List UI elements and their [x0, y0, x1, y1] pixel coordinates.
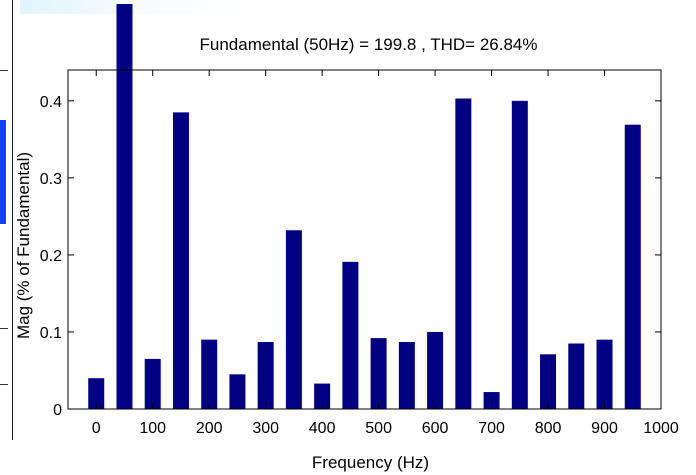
x-tick-label: 0	[92, 420, 101, 437]
bar-950hz	[624, 124, 641, 409]
edge-tick	[0, 384, 8, 385]
bar-700hz	[483, 392, 500, 409]
bar-50hz	[116, 4, 133, 409]
bar-400hz	[314, 383, 331, 409]
bar-0hz	[88, 378, 105, 409]
bar-150hz	[172, 112, 189, 409]
bar-800hz	[540, 354, 557, 409]
edge-tick	[0, 328, 8, 329]
bar-100hz	[144, 358, 161, 409]
x-tick-label: 300	[252, 420, 279, 437]
x-tick-label: 100	[139, 420, 166, 437]
chart-title: Fundamental (50Hz) = 199.8 , THD= 26.84%	[200, 35, 538, 54]
axes-frame	[67, 69, 662, 410]
x-tick-label: 1000	[643, 420, 679, 437]
y-axis-title: Mag (% of Fundamental)	[14, 152, 33, 339]
x-tick-label: 500	[365, 420, 392, 437]
x-tick-label: 600	[422, 420, 449, 437]
x-tick-label: 400	[309, 420, 336, 437]
y-tick-label: 0.2	[40, 248, 62, 265]
bar-900hz	[596, 339, 613, 409]
x-tick-label: 700	[478, 420, 505, 437]
selection-tab	[0, 120, 6, 224]
x-tick-label: 800	[535, 420, 562, 437]
y-tick-label: 0	[53, 402, 62, 419]
bar-850hz	[568, 343, 585, 409]
bar-250hz	[229, 374, 246, 409]
x-tick-label: 200	[196, 420, 223, 437]
bar-750hz	[511, 100, 528, 410]
ticks-group: 0 100 200 300 400 500 600 700 800 900 1000 0 0.1 0.2 0…	[40, 70, 679, 437]
bars-group	[88, 4, 641, 410]
x-axis-title: Frequency (Hz)	[312, 453, 429, 472]
y-tick-label: 0.1	[40, 325, 62, 342]
top-fade	[20, 0, 280, 14]
bar-650hz	[455, 98, 472, 409]
bar-450hz	[342, 261, 359, 409]
bar-600hz	[427, 331, 444, 409]
left-panel-edge	[0, 0, 13, 440]
y-tick-label: 0.4	[40, 94, 62, 111]
bar-350hz	[285, 230, 302, 409]
x-tick-label: 900	[591, 420, 618, 437]
edge-tick	[0, 70, 8, 71]
bar-500hz	[370, 338, 387, 409]
y-tick-label: 0.3	[40, 171, 62, 188]
bar-300hz	[257, 341, 274, 409]
bar-200hz	[201, 339, 218, 409]
bar-550hz	[398, 341, 415, 409]
